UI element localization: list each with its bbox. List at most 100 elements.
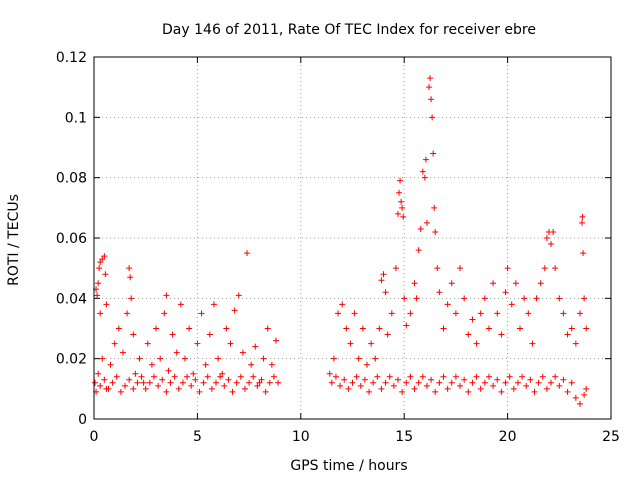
data-point: [97, 382, 104, 389]
data-point: [200, 379, 207, 386]
data-point: [457, 265, 464, 272]
x-tick-label: 15: [395, 429, 413, 445]
data-point: [568, 325, 575, 332]
data-point: [440, 325, 447, 332]
data-point: [359, 325, 366, 332]
data-point: [177, 301, 184, 308]
data-point: [368, 340, 375, 347]
data-point: [436, 289, 443, 296]
data-point: [426, 84, 433, 91]
data-point: [579, 219, 586, 226]
data-point: [155, 382, 162, 389]
data-point: [537, 280, 544, 287]
data-point: [521, 295, 528, 302]
y-tick-label: 0.12: [56, 50, 87, 66]
data-point: [227, 340, 234, 347]
data-point: [382, 289, 389, 296]
data-point: [444, 301, 451, 308]
data-point: [523, 382, 530, 389]
data-point: [111, 340, 118, 347]
data-point: [260, 355, 267, 362]
y-tick-label: 0.1: [65, 110, 87, 126]
data-point: [198, 310, 205, 317]
data-point: [184, 373, 191, 380]
data-point: [254, 382, 261, 389]
data-point: [529, 340, 536, 347]
data-point: [144, 340, 151, 347]
data-point: [194, 340, 201, 347]
data-point: [347, 340, 354, 347]
data-point: [413, 295, 420, 302]
data-point: [332, 373, 339, 380]
data-point: [539, 373, 546, 380]
data-point: [223, 325, 230, 332]
data-point: [235, 292, 242, 299]
data-point: [210, 301, 217, 308]
data-point: [363, 361, 370, 368]
data-point: [580, 250, 587, 257]
data-point: [490, 280, 497, 287]
data-point: [560, 376, 567, 383]
data-point: [390, 382, 397, 389]
data-point: [266, 379, 273, 386]
data-point: [150, 373, 157, 380]
data-point: [564, 388, 571, 395]
data-point: [579, 213, 586, 220]
data-point: [502, 289, 509, 296]
data-point: [394, 210, 401, 217]
data-point: [355, 355, 362, 362]
data-point: [378, 277, 385, 284]
data-point: [444, 385, 451, 392]
y-tick-label: 0.06: [56, 231, 87, 247]
data-point: [469, 379, 476, 386]
data-point: [374, 373, 381, 380]
data-point: [366, 388, 373, 395]
data-point: [246, 379, 253, 386]
data-point: [233, 379, 240, 386]
data-point: [270, 373, 277, 380]
data-point: [231, 307, 238, 314]
data-point: [237, 373, 244, 380]
data-point: [376, 325, 383, 332]
plot-frame: [93, 56, 612, 420]
data-point: [244, 250, 251, 257]
data-point: [519, 373, 526, 380]
data-point: [95, 370, 102, 377]
data-point: [583, 325, 590, 332]
data-point: [188, 382, 195, 389]
data-point: [552, 373, 559, 380]
data-point: [388, 310, 395, 317]
data-point: [126, 265, 133, 272]
data-point: [103, 301, 110, 308]
data-point: [217, 373, 224, 380]
data-point: [138, 373, 145, 380]
data-point: [208, 385, 215, 392]
x-tick-label: 10: [292, 429, 310, 445]
data-point: [465, 331, 472, 338]
data-point: [328, 379, 335, 386]
data-point: [419, 168, 426, 175]
data-point: [400, 213, 407, 220]
data-point: [163, 292, 170, 299]
data-point: [256, 379, 263, 386]
data-point: [576, 310, 583, 317]
data-point: [163, 388, 170, 395]
data-point: [357, 382, 364, 389]
data-point: [392, 265, 399, 272]
data-point: [564, 331, 571, 338]
data-point: [134, 379, 141, 386]
data-point: [498, 388, 505, 395]
data-point: [107, 361, 114, 368]
data-point: [543, 385, 550, 392]
data-point: [431, 204, 438, 211]
data-point: [370, 379, 377, 386]
data-point: [202, 361, 209, 368]
data-point: [140, 379, 147, 386]
data-point: [469, 316, 476, 323]
data-point: [572, 340, 579, 347]
data-point: [96, 265, 103, 272]
data-point: [448, 379, 455, 386]
data-point: [148, 361, 155, 368]
data-point: [159, 376, 166, 383]
data-point: [169, 331, 176, 338]
